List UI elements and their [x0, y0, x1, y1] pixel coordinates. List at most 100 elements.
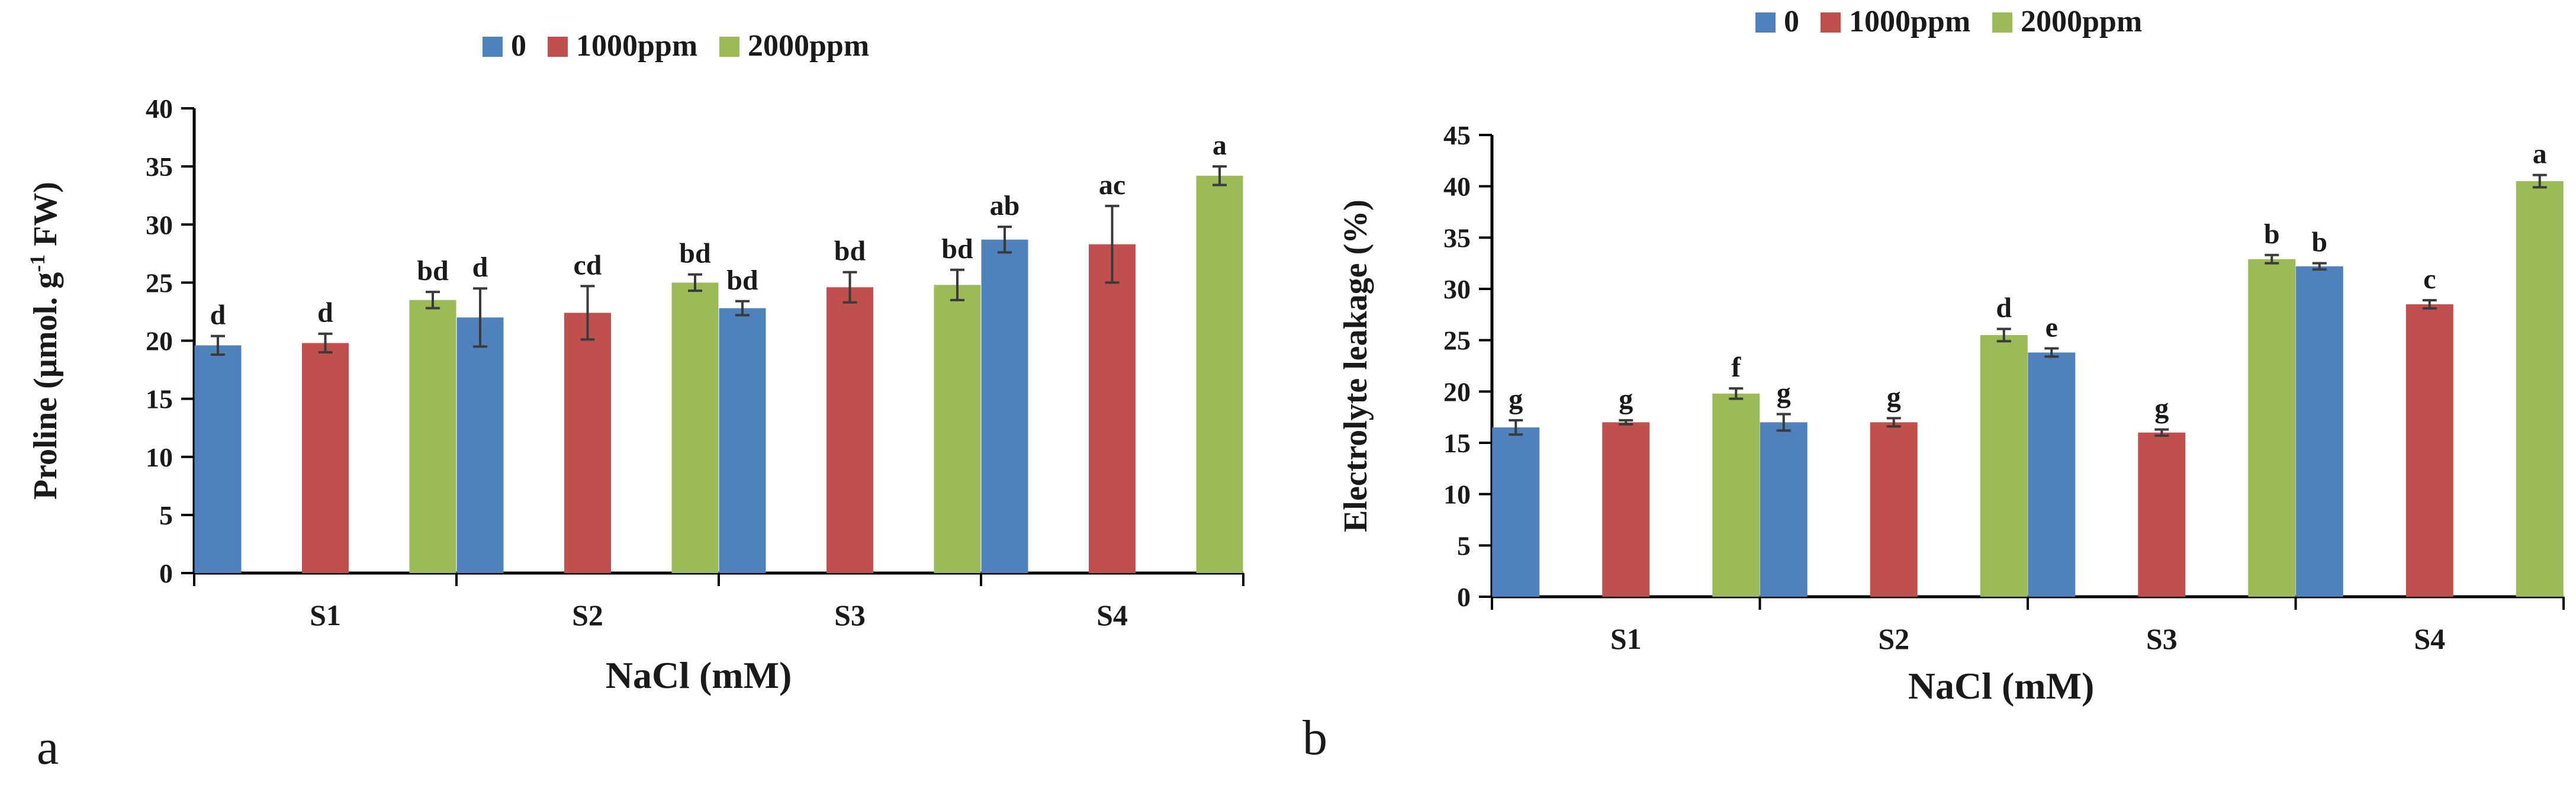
significance-label: g	[1509, 384, 1523, 415]
bar	[2028, 352, 2076, 597]
bar	[1196, 175, 1243, 573]
bar	[302, 343, 349, 573]
y-tick-label: 30	[1443, 274, 1471, 304]
legend-swatch	[483, 37, 503, 57]
bar	[2248, 259, 2296, 597]
y-tick-label: 20	[1443, 377, 1471, 407]
significance-label: g	[1777, 377, 1791, 408]
y-axis-title-main: Electrolyte leakage (%)	[1337, 200, 1374, 532]
significance-label: d	[317, 297, 333, 329]
legend-label: 0	[1784, 5, 1799, 38]
y-tick-label: 5	[1457, 530, 1471, 561]
y-axis-title-superscript: -1	[25, 255, 49, 272]
y-tick-label: 25	[146, 268, 173, 298]
bar	[194, 345, 242, 573]
significance-label: f	[1731, 352, 1741, 383]
legend-label: 1000ppm	[1849, 5, 1970, 38]
bar	[1760, 422, 1808, 597]
significance-label: g	[1887, 381, 1901, 413]
significance-label: bd	[941, 233, 973, 265]
y-tick-label: 15	[146, 384, 173, 414]
chart-panel-b: 0 5 10 15 20 25 30 35 40 45 g g f S1 g g d S2 e g b S3 b c a S4 Na…	[1337, 5, 2565, 707]
bar	[1602, 422, 1650, 597]
significance-label: g	[1619, 384, 1633, 415]
x-category-label: S2	[1878, 622, 1909, 655]
x-axis-title: NaCl (mM)	[606, 654, 792, 696]
bar	[671, 282, 719, 573]
significance-label: bd	[417, 255, 449, 287]
legend-label: 2000ppm	[748, 29, 869, 63]
legend-swatch	[548, 37, 568, 57]
bar	[564, 313, 611, 573]
significance-label: g	[2154, 392, 2169, 424]
bar	[934, 285, 981, 573]
significance-label: ab	[990, 190, 1020, 221]
bar	[1089, 244, 1136, 573]
bar	[456, 317, 504, 573]
y-tick-label: 0	[159, 558, 173, 588]
panel-letter-b: b	[1303, 710, 1327, 765]
y-tick-label: 15	[1443, 428, 1471, 458]
panel-letter-a: a	[37, 720, 59, 775]
x-axis-title: NaCl (mM)	[1908, 665, 2095, 707]
bar	[1492, 427, 1540, 597]
x-category-label: S4	[1096, 599, 1128, 632]
bar	[981, 239, 1028, 573]
legend-swatch	[1821, 12, 1841, 33]
bar	[1712, 393, 1760, 597]
legend-swatch	[1992, 12, 2012, 33]
y-tick-label: 35	[1443, 223, 1471, 253]
y-tick-label: 10	[146, 442, 173, 472]
y-tick-label: 45	[1443, 120, 1471, 150]
y-axis-title: Electrolyte leakage (%)	[1337, 200, 1374, 532]
y-tick-label: 0	[1457, 582, 1471, 612]
x-category-label: S2	[572, 599, 603, 632]
bar	[719, 308, 766, 573]
x-category-label: S1	[1610, 622, 1642, 655]
x-category-label: S1	[310, 599, 341, 632]
bar	[2138, 432, 2186, 597]
significance-label: b	[2311, 227, 2327, 258]
bar	[1870, 422, 1918, 597]
y-tick-label: 10	[1443, 480, 1471, 510]
x-category-label: S4	[2414, 622, 2445, 655]
y-axis-title-end: FW)	[27, 182, 64, 255]
legend-swatch	[1755, 12, 1776, 33]
significance-label: bd	[726, 265, 758, 296]
significance-label: e	[2046, 312, 2058, 343]
legend-label: 2000ppm	[2021, 5, 2142, 38]
bar	[2295, 266, 2343, 597]
y-tick-label: 35	[146, 152, 173, 182]
x-category-label: S3	[834, 599, 866, 632]
legend-label: 1000ppm	[576, 29, 697, 63]
significance-label: bd	[834, 236, 866, 267]
y-tick-label: 20	[146, 326, 173, 356]
x-category-label: S3	[2146, 622, 2178, 655]
significance-label: bd	[679, 238, 711, 269]
bar	[2516, 181, 2564, 597]
y-tick-label: 5	[159, 500, 173, 530]
y-tick-label: 30	[146, 210, 173, 240]
y-axis-title: Proline (µmol. g-1 FW)	[25, 182, 64, 500]
bar	[826, 287, 873, 573]
significance-label: d	[210, 300, 226, 331]
bar	[409, 300, 456, 573]
significance-label: b	[2264, 218, 2280, 250]
significance-label: d	[472, 252, 488, 283]
legend-swatch	[719, 37, 739, 57]
bar	[1980, 335, 2028, 597]
significance-label: a	[2533, 139, 2547, 170]
significance-label: c	[2423, 263, 2436, 295]
legend: 0 1000ppm 2000ppm	[483, 29, 869, 63]
significance-label: d	[1996, 292, 2012, 324]
significance-label: a	[1213, 130, 1227, 161]
y-tick-label: 25	[1443, 326, 1471, 356]
y-axis-title-main: Proline (µmol. g	[27, 272, 64, 500]
bar	[2405, 304, 2453, 597]
significance-label: ac	[1099, 169, 1125, 201]
y-tick-label: 40	[1443, 172, 1471, 202]
significance-label: cd	[574, 249, 602, 281]
legend: 0 1000ppm 2000ppm	[1755, 5, 2142, 38]
